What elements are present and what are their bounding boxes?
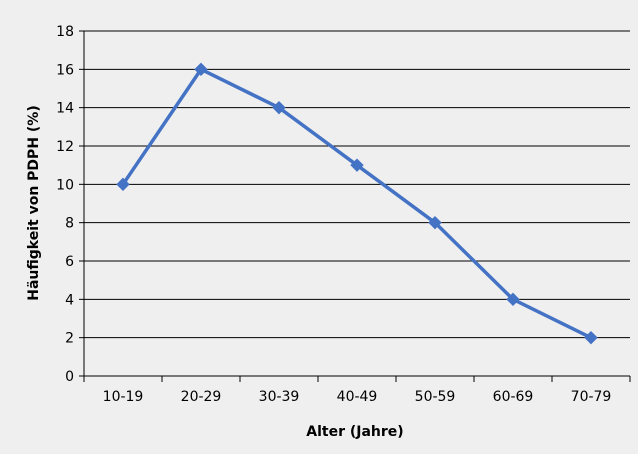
x-tick-labels: 10-19 20-29 30-39 40-49 50-59 60-69 70-79 xyxy=(103,389,612,405)
y-tick-label-8: 8 xyxy=(65,216,74,232)
x-tick-label-40-49: 40-49 xyxy=(337,389,378,405)
data-point-10-19 xyxy=(116,177,130,192)
y-tick-label-4: 4 xyxy=(65,292,74,308)
y-tick-label-14: 14 xyxy=(56,101,74,117)
y-tick-label-16: 16 xyxy=(56,62,74,78)
y-tick-labels: 0 2 4 6 8 10 12 14 16 18 xyxy=(56,24,74,385)
series xyxy=(116,62,598,345)
y-tick-label-10: 10 xyxy=(56,177,74,193)
data-point-30-39 xyxy=(272,100,286,115)
x-axis-title: Alter (Jahre) xyxy=(306,424,403,440)
data-point-50-59 xyxy=(428,215,442,230)
x-tick-label-50-59: 50-59 xyxy=(415,389,456,405)
data-point-40-49 xyxy=(350,158,364,172)
y-tick-label-18: 18 xyxy=(56,24,74,40)
axes xyxy=(79,30,631,382)
x-tick-label-20-29: 20-29 xyxy=(181,389,222,405)
gridlines xyxy=(84,30,630,339)
y-tick-label-0: 0 xyxy=(65,369,74,385)
x-tick-label-10-19: 10-19 xyxy=(103,389,144,405)
y-tick-label-6: 6 xyxy=(65,254,74,270)
data-point-70-79 xyxy=(584,330,598,345)
y-axis-title: Häufigkeit von PDPH (%) xyxy=(26,105,42,300)
data-point-60-69 xyxy=(506,292,520,307)
series-line-0 xyxy=(121,67,593,340)
data-point-20-29 xyxy=(194,62,208,77)
x-tick-label-30-39: 30-39 xyxy=(259,389,300,405)
x-tick-label-60-69: 60-69 xyxy=(493,389,534,405)
x-tick-label-70-79: 70-79 xyxy=(571,389,612,405)
y-tick-label-2: 2 xyxy=(65,331,74,347)
y-tick-label-12: 12 xyxy=(56,139,74,155)
